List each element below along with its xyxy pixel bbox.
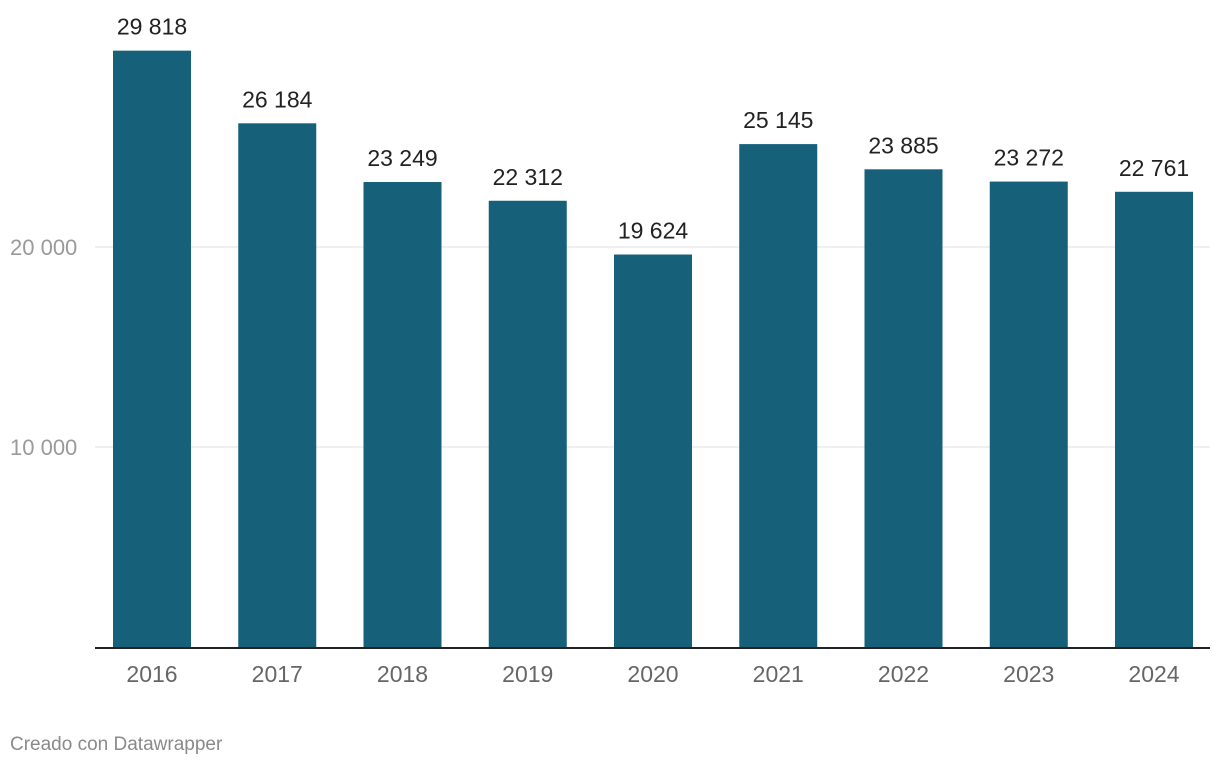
- data-label: 25 145: [743, 107, 813, 133]
- bar-2021: [739, 144, 818, 647]
- footer-credit[interactable]: Creado con Datawrapper: [10, 734, 223, 755]
- x-tick-label: 2022: [878, 661, 929, 687]
- x-tick-label: 2018: [377, 661, 428, 687]
- x-tick-label: 2021: [753, 661, 804, 687]
- bar-2023: [989, 181, 1068, 647]
- bar-2024: [1115, 191, 1193, 647]
- x-tick-label: 2016: [126, 661, 177, 687]
- y-tick-label: 20 000: [10, 235, 77, 260]
- x-tick-label: 2023: [1003, 661, 1054, 687]
- bar-2020: [614, 254, 692, 647]
- data-label: 23 885: [868, 132, 938, 158]
- y-tick-label: 10 000: [10, 435, 77, 460]
- data-label: 23 249: [367, 145, 437, 171]
- bar-2018: [363, 182, 442, 647]
- data-label: 22 312: [493, 164, 563, 190]
- data-label: 23 272: [994, 145, 1064, 171]
- bar-2016: [113, 50, 191, 647]
- x-tick-label: 2019: [502, 661, 553, 687]
- x-tick-label: 2020: [627, 661, 678, 687]
- x-tick-label: 2024: [1128, 661, 1179, 687]
- data-label: 29 818: [117, 14, 187, 40]
- data-label: 19 624: [618, 218, 689, 244]
- bar-2017: [238, 123, 317, 647]
- bar-2022: [864, 169, 943, 648]
- data-label: 26 184: [242, 86, 313, 112]
- bar-2019: [488, 200, 567, 647]
- x-tick-label: 2017: [252, 661, 303, 687]
- data-label: 22 761: [1119, 155, 1189, 181]
